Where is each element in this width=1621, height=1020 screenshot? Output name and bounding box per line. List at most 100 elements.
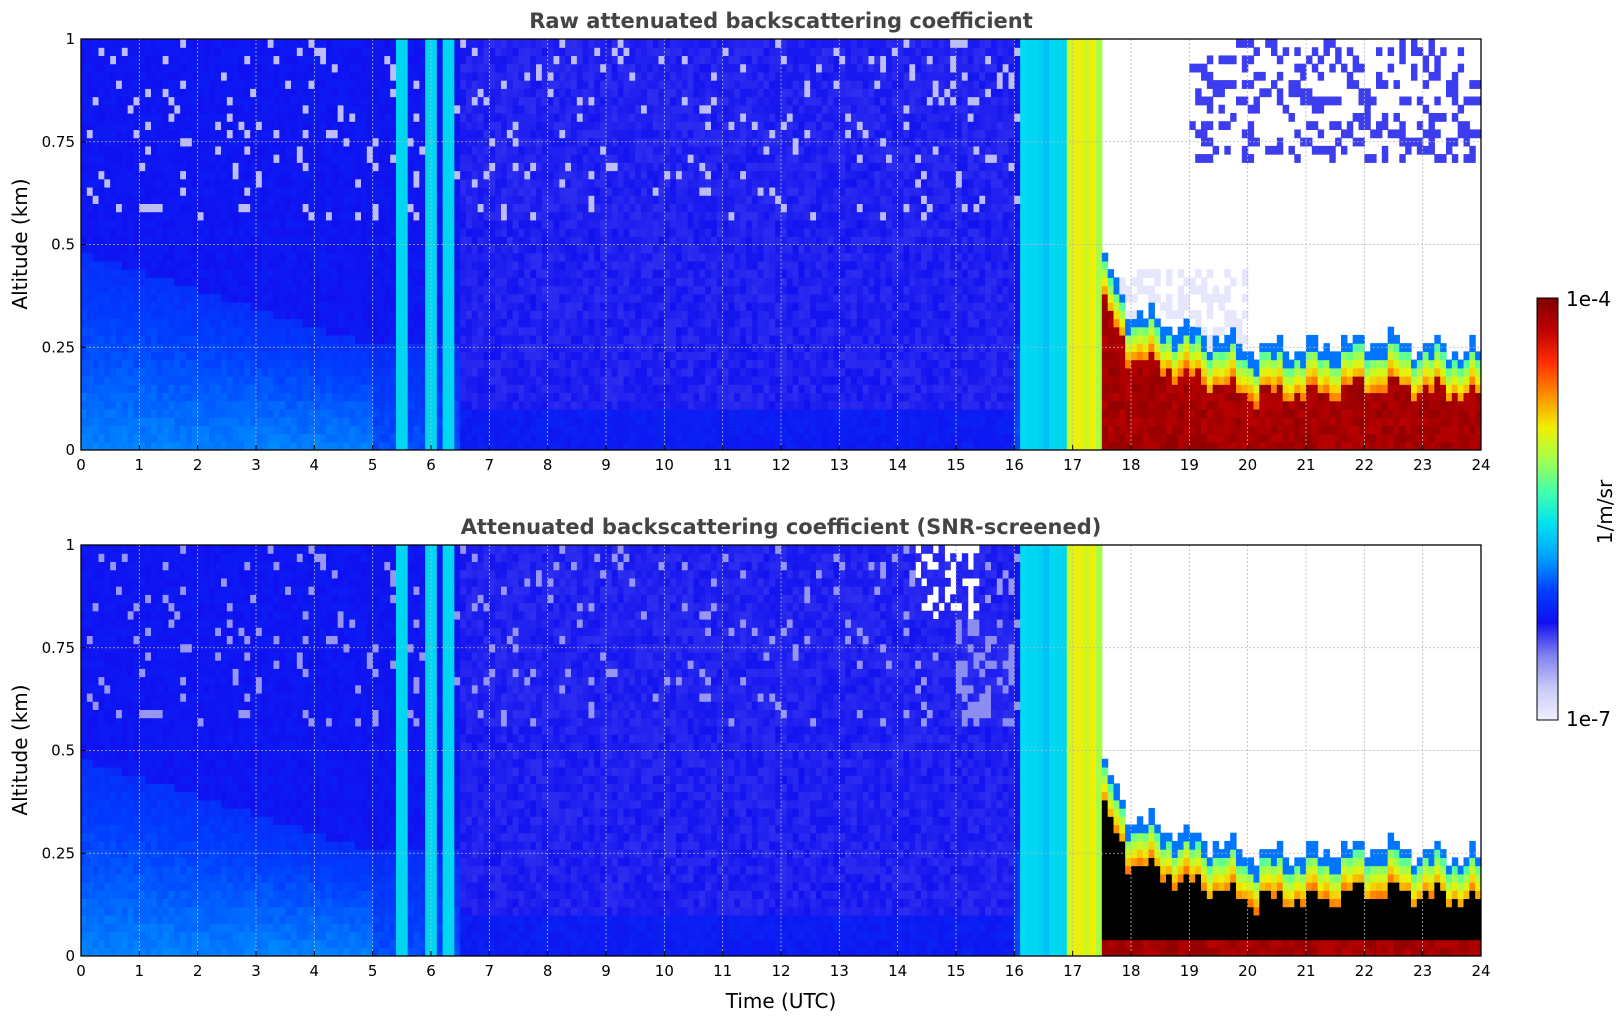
heatmap-cell [291,129,298,139]
heatmap-cell [244,186,251,196]
heatmap-cell [343,318,350,328]
heatmap-cell [594,400,601,410]
heatmap-cell [291,244,298,254]
heatmap-cell [162,211,170,221]
heatmap-cell [209,351,216,361]
heatmap-cell [600,326,607,336]
heatmap-cell [273,351,280,361]
heatmap-cell [646,63,654,73]
heatmap-cell [635,178,642,188]
heatmap-cell [261,359,269,369]
heatmap-cell [121,326,129,336]
heatmap-cell [407,178,415,188]
heatmap-cell [407,145,415,155]
heatmap-cell [506,96,514,106]
heatmap-cell [390,408,397,418]
heatmap-cell [145,71,152,81]
heatmap-cell [361,71,368,81]
heatmap-cell [541,367,549,377]
heatmap-cell [576,211,584,221]
heatmap-cell [238,129,245,139]
heatmap-cell [116,285,123,295]
heatmap-cell [349,277,356,287]
heatmap-cell [186,351,193,361]
heatmap-cell [326,154,333,163]
heatmap-cell [594,162,601,172]
heatmap-cell [571,400,578,410]
heatmap-cell [121,162,129,172]
heatmap-cell [337,96,345,106]
heatmap-cell [501,293,508,303]
heatmap-cell [343,80,350,89]
heatmap-cell [547,252,555,262]
heatmap-cell [98,359,105,369]
heatmap-cell [139,293,146,303]
heatmap-cell [448,252,455,262]
heatmap-cell [197,80,205,89]
heatmap-cell [361,47,368,57]
heatmap-cell [623,104,630,114]
heatmap-cell [576,178,584,188]
heatmap-cell [396,219,403,229]
heatmap-cell [629,326,636,336]
heatmap-cell [646,367,654,377]
heatmap-cell [238,178,245,188]
heatmap-cell [658,302,665,311]
heatmap-cell [413,244,420,254]
heatmap-cell [267,154,275,163]
heatmap-cell [413,376,420,385]
heatmap-cell [471,236,479,246]
heatmap-cell [92,236,100,246]
heatmap-cell [378,162,385,172]
heatmap-cell [162,260,170,270]
heatmap-cell [162,129,170,139]
heatmap-cell [378,154,385,163]
heatmap-cell [495,326,502,336]
heatmap-cell [553,433,560,443]
heatmap-cell [326,441,333,450]
heatmap-cell [576,302,584,311]
heatmap-cell [518,96,525,106]
heatmap-cell [629,178,636,188]
heatmap-cell [559,310,566,320]
heatmap-cell [121,318,129,328]
heatmap-cell [436,417,444,426]
heatmap-cell [139,260,146,270]
heatmap-cell [477,170,485,180]
heatmap-cell [133,408,140,418]
heatmap-cell [156,55,164,65]
heatmap-cell [285,211,292,221]
heatmap-cell [238,112,245,122]
heatmap-cell [635,47,642,57]
heatmap-cell [139,186,146,196]
heatmap-cell [629,425,636,435]
heatmap-cell [104,104,111,114]
heatmap-cell [466,244,473,254]
heatmap-cell [308,392,315,402]
heatmap-cell [337,236,345,246]
heatmap-cell [623,162,630,172]
heatmap-cell [646,441,654,450]
heatmap-cell [635,425,642,435]
heatmap-cell [174,376,181,385]
heatmap-cell [571,154,578,163]
heatmap-cell [267,80,275,89]
heatmap-cell [191,343,199,352]
heatmap-cell [652,425,660,435]
heatmap-cell [331,162,339,172]
heatmap-cell [139,384,146,394]
heatmap-cell [92,244,100,254]
heatmap-cell [168,170,175,180]
heatmap-cell [401,351,409,361]
heatmap-cell [442,260,450,270]
heatmap-cell [635,211,642,221]
heatmap-cell [308,236,315,246]
heatmap-cell [273,269,280,278]
heatmap-cell [291,71,298,81]
heatmap-cell [571,252,578,262]
heatmap-cell [250,112,257,122]
heatmap-cell [145,343,152,352]
heatmap-cell [617,178,625,188]
heatmap-cell [658,384,665,394]
heatmap-cell [127,55,135,65]
